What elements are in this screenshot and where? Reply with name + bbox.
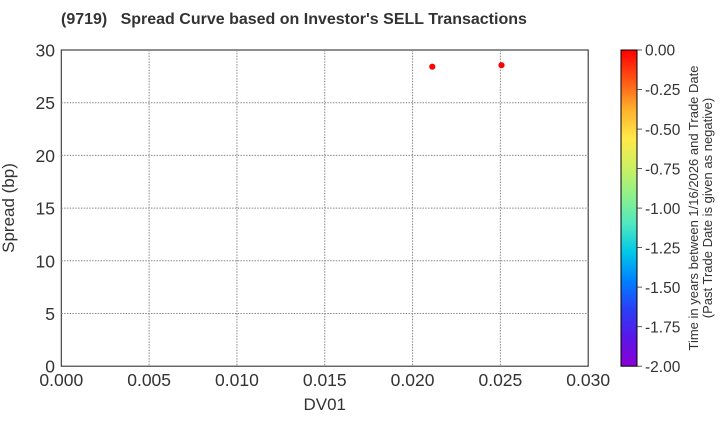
svg-text:-0.75: -0.75 bbox=[645, 161, 680, 178]
svg-text:-0.25: -0.25 bbox=[645, 82, 680, 99]
svg-text:-0.50: -0.50 bbox=[645, 122, 681, 139]
svg-text:0.025: 0.025 bbox=[478, 370, 522, 390]
svg-text:30: 30 bbox=[36, 41, 56, 61]
svg-text:0.00: 0.00 bbox=[645, 43, 676, 60]
svg-text:0.020: 0.020 bbox=[391, 370, 435, 390]
svg-text:(Past Trade Date is given as n: (Past Trade Date is given as negative) bbox=[700, 98, 715, 318]
svg-text:5: 5 bbox=[45, 304, 55, 324]
svg-text:0.030: 0.030 bbox=[566, 370, 610, 390]
svg-text:15: 15 bbox=[36, 199, 55, 219]
svg-text:Time in years between 1/16/202: Time in years between 1/16/2026 and Trad… bbox=[686, 66, 701, 351]
svg-text:0.000: 0.000 bbox=[39, 370, 83, 390]
svg-text:0.015: 0.015 bbox=[303, 370, 347, 390]
svg-text:25: 25 bbox=[36, 93, 55, 113]
svg-text:-2.00: -2.00 bbox=[645, 359, 681, 376]
svg-text:-1.00: -1.00 bbox=[645, 201, 681, 218]
svg-text:(9719) Spread Curve based on: (9719) Spread Curve based on Investor's … bbox=[61, 11, 527, 28]
svg-text:-1.25: -1.25 bbox=[645, 240, 680, 257]
svg-text:DV01: DV01 bbox=[303, 395, 346, 414]
svg-text:10: 10 bbox=[36, 251, 56, 271]
svg-text:-1.75: -1.75 bbox=[645, 319, 680, 336]
svg-text:0.005: 0.005 bbox=[127, 370, 171, 390]
svg-text:0.010: 0.010 bbox=[215, 370, 259, 390]
svg-text:Spread (bp): Spread (bp) bbox=[0, 163, 18, 253]
svg-text:20: 20 bbox=[36, 146, 56, 166]
svg-text:-1.50: -1.50 bbox=[645, 280, 681, 297]
